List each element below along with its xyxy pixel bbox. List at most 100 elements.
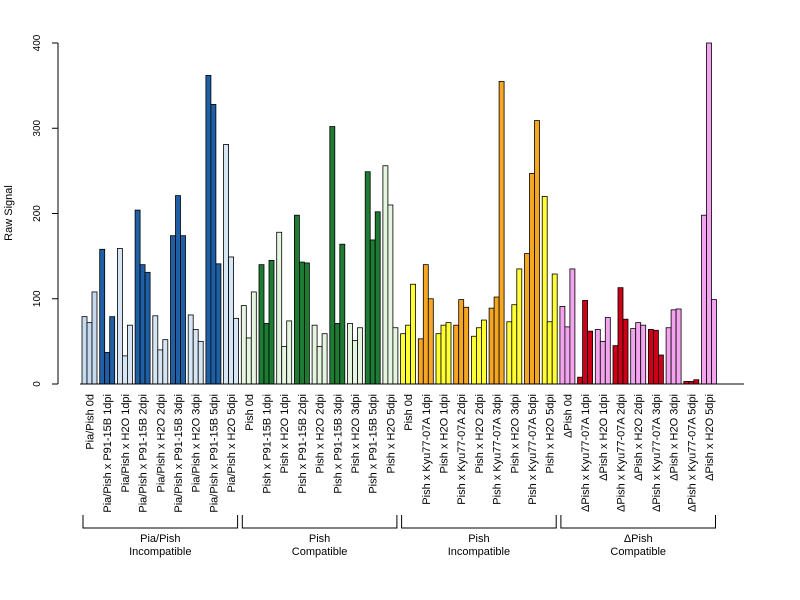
category-label: ΔPish x H2O 3dpi [669,394,681,481]
group-brackets: Pia/PishIncompatiblePishCompatiblePishIn… [82,515,716,558]
bar [653,329,659,385]
bar [612,345,619,385]
bar [303,262,310,385]
y-axis: 0 100 200 300 400 [32,34,59,387]
bar [298,261,305,385]
bar [240,305,247,385]
bar [134,209,141,385]
category-label: Pia/Pish x H2O 5dpi [226,394,238,492]
bar [352,340,358,385]
bar [711,299,717,385]
y-tick-label: 100 [32,290,43,307]
group-bracket [560,515,716,529]
bar [488,307,495,385]
bar [91,291,98,385]
bar [144,271,151,385]
bar [493,296,500,385]
y-axis-title: Raw Signal [3,185,15,241]
group-label-line1: Pish [468,533,489,545]
bar [701,214,707,385]
bar [587,330,593,385]
bar [187,314,194,385]
bar [228,256,235,385]
bar [622,318,629,385]
bar [706,42,712,385]
bar [369,239,376,385]
bar [339,243,346,385]
category-label: Pish x Kyu77-07A 1dpi [421,394,433,505]
bar [675,308,682,385]
category-label: ΔPish x Kyu77-07A 1dpi [580,394,592,512]
category-labels: Pia/Pish 0d Pia/Pish x P91-15B 1dpi Pia/Pi… [85,394,717,513]
bar [127,324,133,385]
category-label: Pia/Pish x P91-15B 5dpi [208,394,220,513]
bar [516,268,523,385]
bar [427,298,434,385]
category-label: Pia/Pish x P91-15B 1dpi [102,394,114,513]
bar [293,214,300,385]
category-label: Pish x P91-15B 3dpi [332,394,344,494]
bar [276,231,283,385]
category-label: Pia/Pish x P91-15B 3dpi [173,394,185,513]
bar [192,329,199,385]
category-label: ΔPish x H2O 5dpi [704,394,716,481]
category-label: Pish x Kyu77-07A 3dpi [492,394,504,505]
bar [109,316,116,385]
category-label: Pish x Kyu77-07A 5dpi [527,394,539,505]
category-label: Pia/Pish x H2O 3dpi [191,394,203,492]
bar [582,300,588,385]
bar [417,338,424,385]
bar [541,196,548,385]
bar [374,211,381,385]
bar [569,268,576,385]
bar [139,264,146,385]
bar [104,352,111,385]
group-label-line2: Compatible [292,546,348,558]
bar [635,322,642,385]
y-tick-label: 400 [32,34,43,51]
category-label: Pish x H2O 5dpi [385,394,397,473]
bar [233,317,240,385]
bar [170,235,176,385]
category-label: Pia/Pish x H2O 2dpi [155,394,167,492]
bar [180,235,186,385]
bar [551,273,558,385]
bar [463,306,470,385]
bar [316,346,323,385]
bar [152,315,159,385]
bar [480,319,487,385]
bar [577,376,583,385]
bar [670,309,677,385]
bar [559,306,566,385]
group-label-line2: Incompatible [129,546,191,558]
bar [511,304,518,385]
bar [617,287,624,385]
category-label: Pish 0d [244,394,256,431]
category-label: Pish x H2O 3dpi [350,394,362,473]
category-label: ΔPish x Kyu77-07A 3dpi [651,394,663,512]
category-label: Pish x P91-15B 2dpi [297,394,309,494]
bar [475,327,482,385]
bar [215,263,222,385]
bar [410,283,417,385]
bar [445,322,452,385]
category-label: Pish x H2O 2dpi [474,394,486,473]
bar [506,321,513,385]
category-label: Pia/Pish 0d [85,394,97,450]
bars [81,42,717,385]
category-label: Pia/Pish x P91-15B 2dpi [138,394,150,513]
category-label: ΔPish x Kyu77-07A 5dpi [686,394,698,512]
bar [321,333,328,385]
bar [529,173,535,385]
bar [175,195,181,385]
bar [665,327,672,385]
bar [205,74,212,385]
group-label-line2: Compatible [610,546,666,558]
bar [470,335,477,385]
bar [311,324,318,385]
group-bracket [241,515,398,529]
bar [347,323,353,385]
bar [453,324,460,385]
category-label: ΔPish x H2O 2dpi [633,394,645,481]
